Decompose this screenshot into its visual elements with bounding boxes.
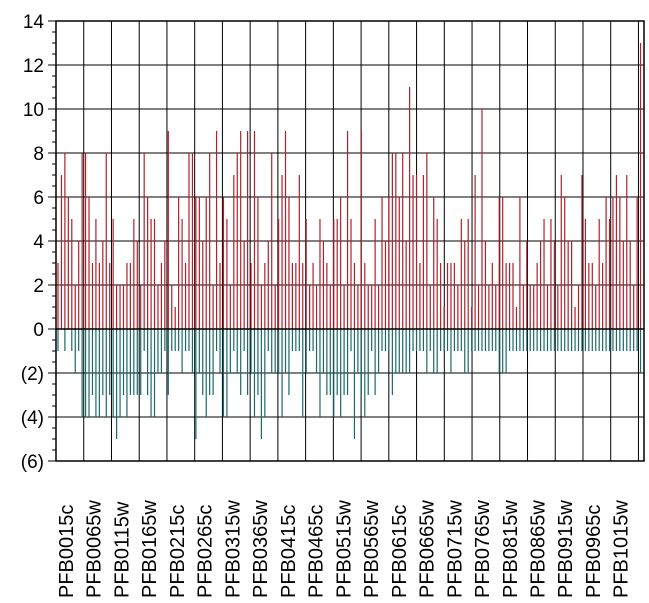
y-tick-label: 6 — [33, 188, 44, 209]
y-tick-label: 0 — [33, 320, 44, 341]
x-category-label: PFB0865w — [528, 500, 550, 598]
x-category-label: PFB0065w — [84, 500, 106, 598]
x-category-label: PFB0965c — [583, 505, 605, 598]
y-tick-label: 8 — [33, 144, 44, 165]
x-category-label: PFB0315w — [222, 500, 244, 598]
y-tick-label: 12 — [23, 56, 44, 77]
x-category-label: PFB0665w — [417, 500, 439, 598]
x-category-label: PFB0215c — [167, 505, 189, 598]
x-category-label: PFB0265c — [195, 505, 217, 598]
x-category-label: PFB0415c — [278, 505, 300, 598]
y-tick-label: (6) — [21, 452, 44, 473]
y-tick-label: 4 — [33, 232, 44, 253]
x-category-label: PFB0815w — [500, 500, 522, 598]
x-category-label: PFB0165w — [139, 500, 161, 598]
axes — [48, 20, 645, 462]
x-category-label: PFB0765w — [472, 500, 494, 598]
x-category-label: PFB0015c — [56, 505, 78, 598]
x-category-label: PFB1015w — [611, 500, 633, 598]
y-tick-label: (4) — [21, 408, 44, 429]
x-category-label: PFB0915w — [555, 500, 577, 598]
x-category-label: PFB0465c — [306, 505, 328, 598]
x-category-label: PFB0615c — [389, 505, 411, 598]
x-category-label: PFB0365w — [250, 500, 272, 598]
y-tick-label: 14 — [23, 12, 45, 33]
x-category-label: PFB0515w — [333, 500, 355, 598]
x-category-label: PFB0565w — [361, 500, 383, 598]
y-tick-label: 10 — [23, 100, 44, 121]
bars — [57, 43, 642, 439]
y-tick-label: (2) — [21, 364, 44, 385]
x-category-label: PFB0115w — [111, 501, 133, 598]
y-tick-label: 2 — [33, 276, 44, 297]
x-category-label: PFB0715w — [444, 500, 466, 598]
